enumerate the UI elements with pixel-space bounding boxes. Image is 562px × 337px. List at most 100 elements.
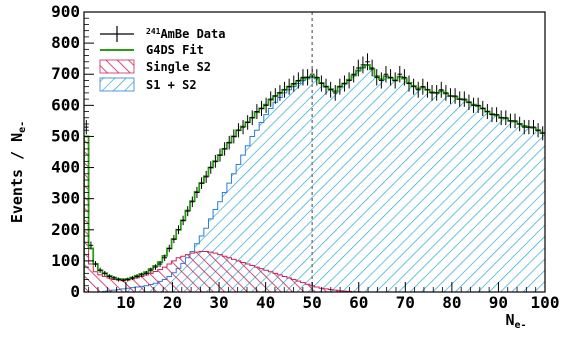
data-point xyxy=(521,119,527,135)
legend-item-data: 241AmBe Data xyxy=(100,26,225,42)
x-tick-label: 30 xyxy=(209,293,228,312)
data-point xyxy=(360,56,366,74)
data-point xyxy=(342,75,347,92)
x-tick-label: 70 xyxy=(396,293,415,312)
data-point xyxy=(462,91,467,107)
data-point xyxy=(346,72,352,89)
data-point xyxy=(180,215,186,226)
y-tick-label: 100 xyxy=(51,251,80,270)
data-point xyxy=(323,78,329,95)
y-tick-label: 600 xyxy=(51,95,80,114)
svg-text:S1 + S2: S1 + S2 xyxy=(146,78,197,92)
data-point xyxy=(102,270,108,276)
data-point xyxy=(434,85,439,101)
y-tick-label: 0 xyxy=(70,282,80,301)
data-point xyxy=(286,78,292,95)
data-point xyxy=(337,78,343,95)
data-point xyxy=(475,97,481,113)
data-point xyxy=(162,254,167,262)
y-tick-label: 300 xyxy=(51,189,80,208)
data-point xyxy=(153,264,158,270)
x-tick-label: 60 xyxy=(349,293,368,312)
x-tick-label: 80 xyxy=(442,293,461,312)
data-point xyxy=(254,104,260,120)
data-point xyxy=(351,65,356,83)
data-point xyxy=(171,235,177,244)
svg-text:241AmBe Data: 241AmBe Data xyxy=(146,27,225,41)
data-point xyxy=(213,154,218,168)
data-point xyxy=(540,126,545,141)
data-point xyxy=(420,78,426,95)
data-point xyxy=(411,78,416,95)
data-point xyxy=(143,270,149,276)
data-point xyxy=(406,75,412,92)
data-point xyxy=(425,81,430,98)
data-point xyxy=(236,123,241,138)
y-axis-title: Events / Ne- xyxy=(8,121,28,223)
x-tick-label: 10 xyxy=(116,293,135,312)
data-point xyxy=(217,148,223,162)
x-tick-label: 20 xyxy=(163,293,182,312)
data-point xyxy=(249,110,255,126)
legend-item-fit: G4DS Fit xyxy=(100,43,204,57)
data-point xyxy=(194,186,200,199)
y-tick-label: 500 xyxy=(51,126,80,145)
data-point xyxy=(517,116,522,132)
data-point xyxy=(369,59,375,77)
data-point xyxy=(429,85,435,101)
data-point xyxy=(277,85,283,101)
data-point xyxy=(448,88,453,104)
data-point xyxy=(84,119,89,135)
data-point xyxy=(402,69,407,86)
data-point xyxy=(97,267,103,273)
s1-s2-histogram xyxy=(84,65,545,292)
data-point xyxy=(125,277,131,282)
data-point xyxy=(452,88,458,104)
data-point xyxy=(245,115,250,130)
data-point xyxy=(268,91,274,107)
data-point xyxy=(388,69,393,86)
x-tick-label: 40 xyxy=(256,293,275,312)
data-point xyxy=(259,100,264,117)
data-point xyxy=(355,59,361,77)
data-point xyxy=(291,75,297,92)
x-tick-label: 90 xyxy=(489,293,508,312)
data-point xyxy=(535,123,541,138)
y-tick-label: 400 xyxy=(51,158,80,177)
data-point xyxy=(157,261,163,267)
data-point xyxy=(176,225,181,235)
data-point xyxy=(166,244,172,253)
data-point xyxy=(319,75,324,92)
data-point xyxy=(531,119,536,135)
data-point xyxy=(263,97,269,113)
data-point xyxy=(120,278,126,283)
data-point xyxy=(199,177,204,189)
data-point xyxy=(300,69,306,86)
data-point xyxy=(332,85,338,101)
legend-item-s1-s2: S1 + S2 xyxy=(99,77,197,92)
data-point xyxy=(222,142,227,156)
svg-text:Single S2: Single S2 xyxy=(146,60,211,74)
data-point xyxy=(208,161,214,174)
data-points-layer xyxy=(84,53,545,283)
data-point xyxy=(471,97,476,113)
data-point xyxy=(489,107,495,123)
legend: 241AmBe Data G4DS Fit Single S2 S1 + S2 xyxy=(99,26,225,92)
y-tick-label: 200 xyxy=(51,220,80,239)
x-axis-title: Ne- xyxy=(505,311,526,331)
data-point xyxy=(190,196,195,208)
x-tick-label: 100 xyxy=(531,293,560,312)
data-point xyxy=(379,72,384,89)
data-point xyxy=(282,81,287,98)
data-point xyxy=(328,81,333,98)
data-point xyxy=(438,81,444,98)
data-point xyxy=(93,261,98,267)
data-point xyxy=(185,206,191,217)
data-point xyxy=(526,119,532,135)
single-s2-histogram xyxy=(84,135,545,292)
data-point xyxy=(503,110,509,126)
data-point xyxy=(485,104,490,120)
data-point xyxy=(443,85,449,101)
y-tick-label: 700 xyxy=(51,64,80,83)
